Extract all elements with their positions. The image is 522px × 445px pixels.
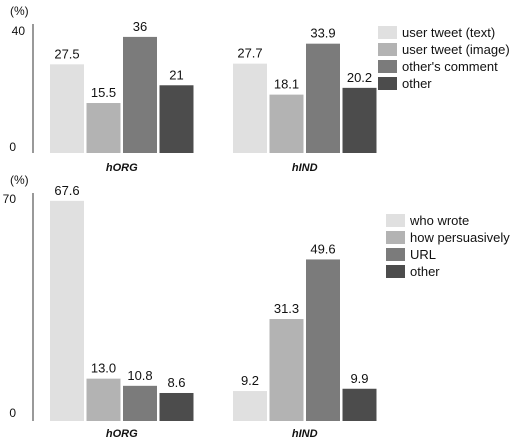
y-tick-label-max: 40 [12,24,26,38]
bar-hIND-series-1 [233,63,267,154]
legend-swatch-2 [386,231,405,244]
data-label-hORG-series-1: 27.5 [54,46,79,61]
x-category-label-hIND: hIND [292,162,318,174]
bar-hORG-series-1 [50,200,84,421]
data-label-hIND-series-4: 20.2 [347,70,372,85]
bar-hORG-series-3 [123,385,157,421]
legend-swatch-3 [378,60,397,73]
data-label-hIND-series-3: 49.6 [310,241,335,256]
bar-hORG-series-3 [123,36,157,153]
legend-swatch-2 [378,43,397,56]
legend: user tweet (text) user tweet (image) other… [378,25,510,91]
bar-hORG-series-2 [86,378,121,421]
data-label-hORG-series-1: 67.6 [54,183,79,198]
bar-hIND-series-2 [269,319,304,421]
data-label-hIND-series-2: 31.3 [274,301,299,316]
legend-label-1: user tweet (text) [402,25,495,40]
legend-label-2: user tweet (image) [402,42,510,57]
legend-label-4: other [410,264,440,279]
legend-swatch-4 [386,265,405,278]
data-label-hORG-series-3: 36 [133,19,147,34]
data-label-hIND-series-2: 18.1 [274,77,299,92]
bar-hORG-series-2 [86,103,121,153]
legend-swatch-1 [386,214,405,227]
x-category-label-hORG: hORG [106,162,138,174]
y-tick-label-max: 70 [3,192,17,206]
x-category-label-hORG: hORG [106,428,138,440]
data-label-hORG-series-4: 21 [169,67,183,82]
data-label-hORG-series-3: 10.8 [127,368,152,383]
legend-swatch-1 [378,26,397,39]
legend-label-4: other [402,76,432,91]
legend-label-3: URL [410,247,436,262]
data-label-hORG-series-2: 15.5 [91,85,116,100]
bar-hIND-series-3 [306,43,340,153]
bar-hORG-series-4 [159,85,194,153]
legend-label-1: who wrote [409,213,469,228]
bar-hIND-series-4 [342,388,377,421]
legend-swatch-4 [378,77,397,90]
bar-hIND-series-4 [342,87,377,153]
bar-hIND-series-2 [269,94,304,153]
chart-panel-2: (%) 70 0 67.6 13.0 10.8 8.6 hORG 9.2 31.3 49.6 9.9 h… [3,173,511,440]
data-label-hIND-series-1: 9.2 [241,373,259,388]
data-label-hORG-series-2: 13.0 [91,361,116,376]
chart-panel-1: (%) 40 0 27.5 15.5 36 21 hORG 27.7 18.1 33.9 20.2 hI… [9,4,509,174]
bar-hORG-series-1 [50,64,84,153]
y-tick-label-zero: 0 [9,406,16,420]
legend-label-3: other's comment [402,59,498,74]
bar-hORG-series-4 [159,392,194,421]
bar-hIND-series-1 [233,391,267,421]
y-unit-label: (%) [10,4,29,18]
bar-hIND-series-3 [306,259,340,421]
data-label-hIND-series-1: 27.7 [237,46,262,61]
data-label-hORG-series-4: 8.6 [167,375,185,390]
legend-label-2: how persuasively [410,230,510,245]
y-unit-label: (%) [10,173,29,187]
x-category-label-hIND: hIND [292,428,318,440]
legend-swatch-3 [386,248,405,261]
y-tick-label-zero: 0 [9,140,16,154]
legend: who wrote how persuasively URL other [386,213,510,279]
data-label-hIND-series-3: 33.9 [310,26,335,41]
data-label-hIND-series-4: 9.9 [350,371,368,386]
